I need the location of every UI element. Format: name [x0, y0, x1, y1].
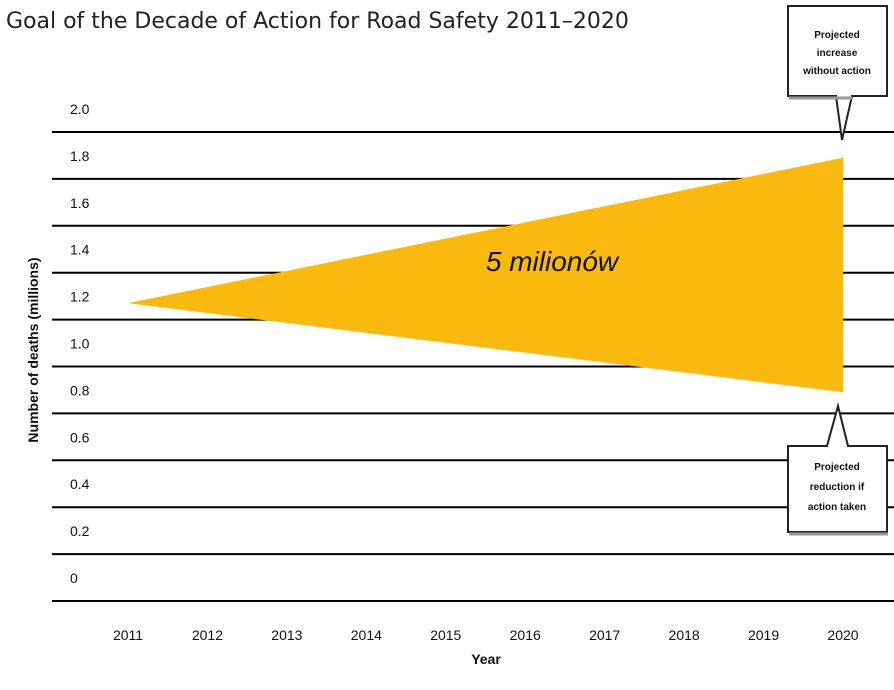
callout-line: Projected [814, 462, 860, 473]
y-tick-label: 1.6 [70, 195, 90, 211]
x-tick-label: 2015 [430, 627, 461, 643]
callout-line: increase [817, 48, 858, 59]
chart-title: Goal of the Decade of Action for Road Sa… [6, 9, 629, 34]
callout-line: action taken [808, 502, 866, 513]
top-callout: Projected increase without action [787, 5, 888, 141]
x-tick-label: 2012 [192, 627, 223, 643]
callout-line: Projected [814, 30, 860, 41]
y-tick-labels: 0 0.2 0.4 0.6 0.8 1.0 1.2 1.4 1.6 1.8 2.0 [70, 101, 90, 586]
y-axis-label: Number of deaths (millions) [25, 257, 41, 442]
x-tick-label: 2016 [510, 627, 541, 643]
y-tick-label: 0.6 [70, 429, 90, 445]
y-tick-label: 0 [70, 570, 78, 586]
x-tick-label: 2020 [827, 627, 858, 643]
bottom-callout-box [787, 402, 888, 533]
y-tick-label: 2.0 [70, 101, 90, 117]
y-tick-label: 0.8 [70, 382, 90, 398]
top-callout-box [787, 5, 888, 141]
x-tick-label: 2011 [113, 627, 143, 643]
x-tick-labels: 2011 2012 2013 2014 2015 2016 2017 2018 2019 2020 [113, 627, 859, 643]
callout-line: without action [802, 66, 871, 77]
top-callout-text: Projected increase without action [802, 30, 871, 77]
x-tick-label: 2014 [351, 627, 382, 643]
bottom-callout-text: Projected reduction if action taken [808, 462, 866, 513]
x-tick-label: 2018 [669, 627, 700, 643]
y-tick-label: 0.2 [70, 523, 90, 539]
x-tick-label: 2017 [589, 627, 620, 643]
y-tick-label: 1.4 [70, 242, 90, 258]
y-tick-label: 0.4 [70, 476, 90, 492]
projection-wedge [128, 157, 843, 393]
center-annotation: 5 milionów [486, 246, 620, 277]
y-tick-label: 1.8 [70, 148, 90, 164]
bottom-callout: Projected reduction if action taken [787, 402, 888, 536]
x-tick-label: 2013 [271, 627, 302, 643]
x-tick-label: 2019 [748, 627, 779, 643]
y-tick-label: 1.0 [70, 336, 90, 352]
y-tick-label: 1.2 [70, 289, 90, 305]
x-axis-label: Year [471, 651, 501, 667]
callout-line: reduction if [810, 482, 865, 493]
